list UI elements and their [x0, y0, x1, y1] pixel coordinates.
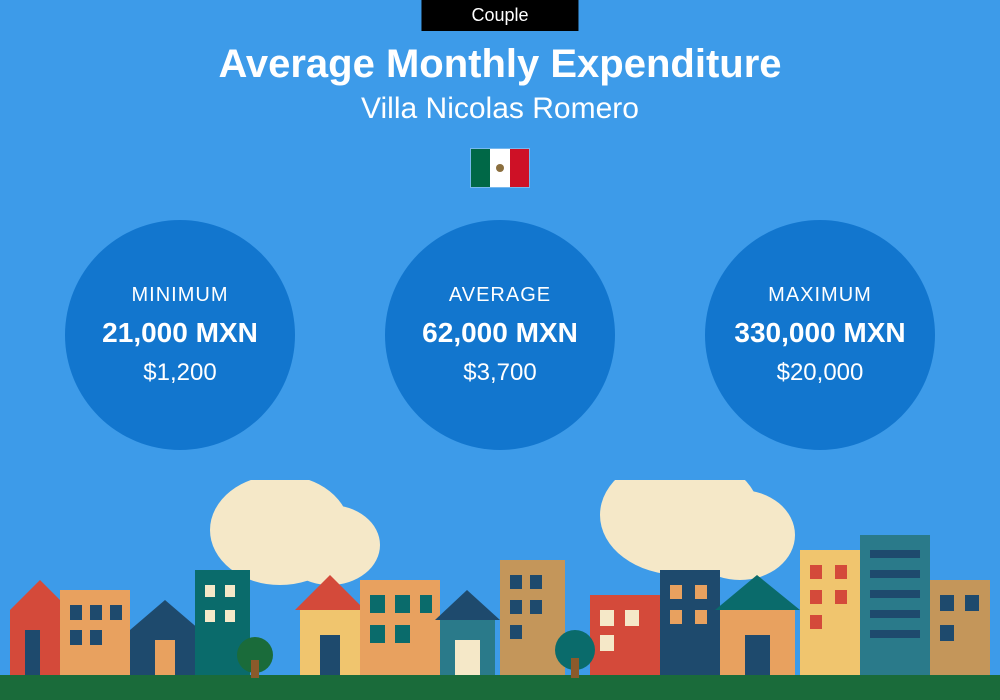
flag-stripe-white [490, 149, 509, 187]
stat-label: MINIMUM [132, 284, 229, 307]
page-subtitle: Villa Nicolas Romero [0, 92, 1000, 126]
stat-usd: $1,200 [143, 359, 216, 387]
stat-label: MAXIMUM [768, 284, 872, 307]
flag-stripe-red [510, 149, 529, 187]
stat-circle-maximum: MAXIMUM 330,000 MXN $20,000 [705, 220, 935, 450]
category-tab[interactable]: Couple [421, 0, 578, 31]
stat-circle-average: AVERAGE 62,000 MXN $3,700 [385, 220, 615, 450]
stat-value: 21,000 MXN [102, 317, 258, 349]
stat-label: AVERAGE [449, 284, 551, 307]
page-title: Average Monthly Expenditure [0, 42, 1000, 87]
stat-value: 62,000 MXN [422, 317, 578, 349]
stat-usd: $3,700 [463, 359, 536, 387]
stat-usd: $20,000 [777, 359, 864, 387]
category-tab-label: Couple [471, 5, 528, 25]
flag-stripe-green [471, 149, 490, 187]
cityscape-illustration [0, 480, 1000, 700]
stats-container: MINIMUM 21,000 MXN $1,200 AVERAGE 62,000… [0, 220, 1000, 450]
stat-value: 330,000 MXN [734, 317, 905, 349]
stat-circle-minimum: MINIMUM 21,000 MXN $1,200 [65, 220, 295, 450]
country-flag [470, 148, 530, 188]
flag-emblem [496, 164, 504, 172]
